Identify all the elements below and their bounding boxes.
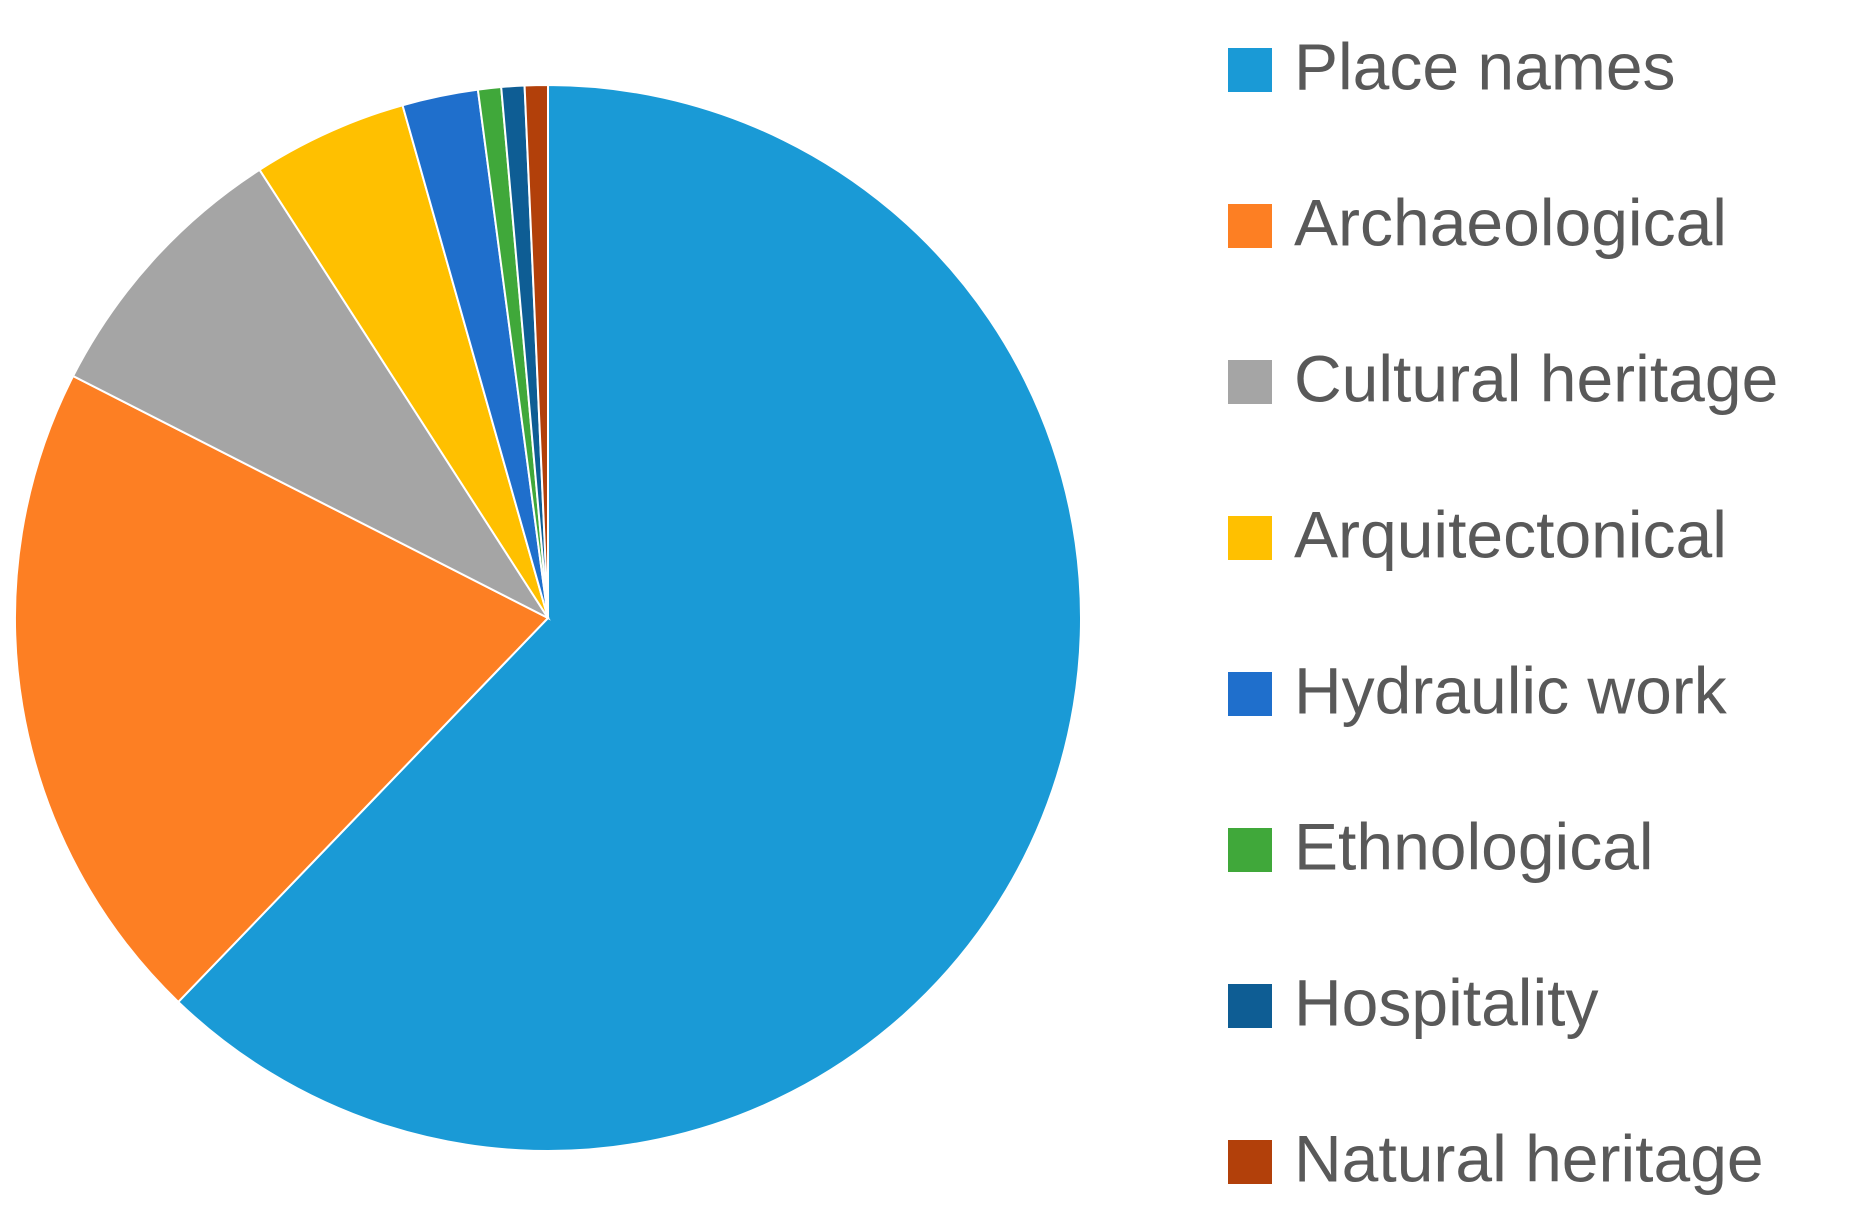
pie-slice xyxy=(14,374,550,1004)
legend-marker xyxy=(1228,516,1272,560)
legend-label: Ethnological xyxy=(1294,809,1654,883)
pie-slice xyxy=(176,83,1082,1152)
legend-marker xyxy=(1228,48,1272,92)
legend-label: Hospitality xyxy=(1294,965,1598,1039)
legend-label: Natural heritage xyxy=(1294,1121,1764,1195)
legend-label: Arquitectonical xyxy=(1294,497,1727,571)
legend-label: Archaeological xyxy=(1294,185,1727,259)
legend-marker xyxy=(1228,204,1272,248)
legend-marker xyxy=(1228,828,1272,872)
legend-marker xyxy=(1228,672,1272,716)
legend-label: Cultural heritage xyxy=(1294,341,1778,415)
legend-label: Hydraulic work xyxy=(1294,653,1728,727)
legend-marker xyxy=(1228,1140,1272,1184)
pie-slice xyxy=(523,83,549,619)
legend-marker xyxy=(1228,984,1272,1028)
legend-marker xyxy=(1228,360,1272,404)
pie-slice xyxy=(258,104,549,619)
legend-label: Place names xyxy=(1294,29,1676,103)
pie-slice xyxy=(71,168,551,621)
